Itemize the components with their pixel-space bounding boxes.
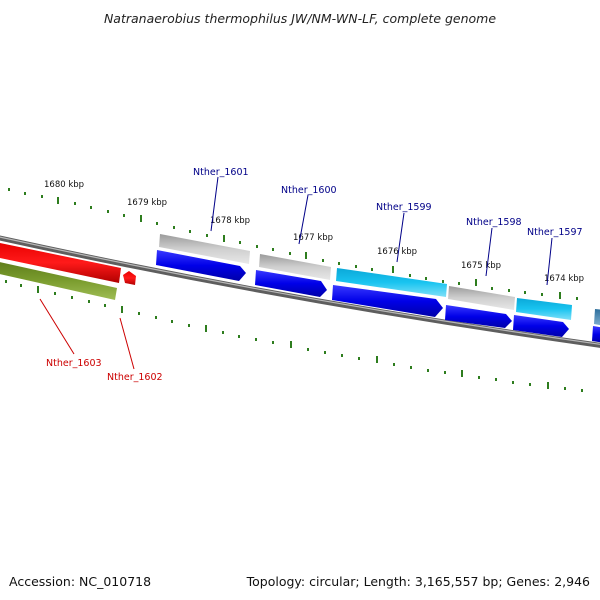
gene-arrow-2 — [255, 270, 327, 297]
gene-nther-1598-block — [448, 286, 515, 310]
gene-edge-block — [594, 309, 600, 326]
gene-nther-1599-block — [336, 268, 447, 297]
kbp-label-1679: 1679 kbp — [127, 198, 167, 208]
gene-label-nther-1603[interactable]: Nther_1603 — [46, 358, 102, 369]
kbp-label-1676: 1676 kbp — [377, 247, 417, 257]
tick-marks — [5, 188, 583, 392]
kbp-label-1680: 1680 kbp — [44, 180, 84, 190]
gene-olive-block — [0, 262, 117, 300]
kbp-label-1675: 1675 kbp — [461, 261, 501, 271]
gene-label-nther-1597[interactable]: Nther_1597 — [527, 227, 583, 238]
gene-label-nther-1600[interactable]: Nther_1600 — [281, 185, 337, 196]
gene-nther-1602-arrow — [123, 271, 136, 285]
gene-label-nther-1601[interactable]: Nther_1601 — [193, 167, 249, 178]
gene-label-leaders — [39, 176, 553, 370]
gene-label-nther-1602[interactable]: Nther_1602 — [107, 372, 163, 383]
accession-text: Accession: NC_010718 — [9, 574, 151, 589]
gene-arrow-4 — [445, 305, 512, 328]
kbp-label-1674: 1674 kbp — [544, 274, 584, 284]
genes-upper-track — [0, 234, 600, 326]
kbp-labels: 1680 kbp 1679 kbp 1678 kbp 1677 kbp 1676… — [44, 180, 584, 284]
genes-lower-track — [0, 250, 600, 343]
gene-nther-1600-block — [259, 254, 331, 280]
gene-label-nther-1599[interactable]: Nther_1599 — [376, 202, 432, 213]
gene-arrow-1 — [156, 250, 246, 281]
gene-label-nther-1598[interactable]: Nther_1598 — [466, 217, 522, 228]
kbp-label-1677: 1677 kbp — [293, 233, 333, 243]
gene-nther-1597-block — [516, 298, 572, 320]
gene-arrow-3 — [332, 285, 443, 317]
gene-labels: Nther_1601 Nther_1600 Nther_1599 Nther_1… — [46, 167, 583, 383]
gene-arrow-5 — [513, 315, 569, 337]
gene-arrow-6 — [592, 326, 600, 343]
genome-summary-text: Topology: circular; Length: 3,165,557 bp… — [246, 574, 590, 589]
genome-backbone-highlight — [0, 236, 600, 345]
gene-nther-1601-block — [159, 234, 250, 264]
kbp-label-1678: 1678 kbp — [210, 216, 250, 226]
gene-nther-1603-block — [0, 243, 121, 283]
genome-backbone — [0, 235, 600, 348]
chart-title: Natranaerobius thermophilus JW/NM-WN-LF,… — [104, 11, 496, 26]
